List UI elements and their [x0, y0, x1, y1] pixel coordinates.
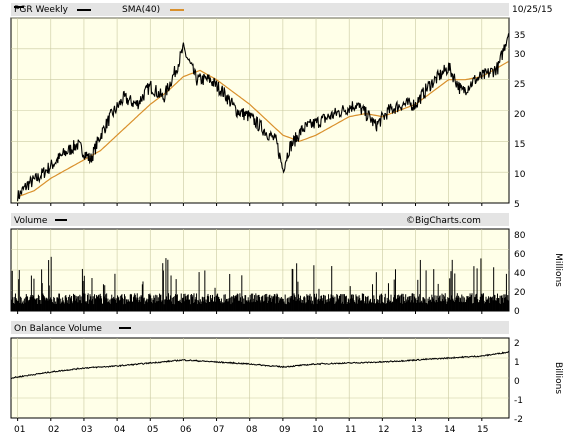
x-tick-label: 11: [345, 425, 356, 435]
sma-legend-line: [170, 9, 184, 11]
x-tick-label: 06: [180, 425, 192, 435]
volume-y-axis: 80 60 40 20 0: [514, 231, 526, 317]
obv-legend-line: [119, 327, 131, 329]
volume-tick-label: 40: [514, 269, 526, 279]
watermark: ©BigCharts.com: [406, 216, 481, 226]
x-tick-label: 04: [114, 425, 126, 435]
obv-tick-label: 0: [514, 377, 520, 387]
price-tick-label: 35: [514, 31, 525, 41]
obv-grid: [11, 338, 509, 421]
sma-line: [17, 61, 509, 198]
volume-tick-label: 20: [514, 288, 526, 298]
price-series-label: PGR Weekly: [14, 5, 69, 15]
price-legend-swatch: [14, 6, 24, 8]
obv-tick-label: 1: [514, 358, 520, 368]
chart-date: 10/25/15: [512, 5, 552, 15]
volume-label: Volume: [14, 216, 48, 226]
price-line: [17, 33, 510, 202]
price-panel-header: [11, 3, 509, 16]
obv-y-axis: 2 1 0 -1 -2: [514, 339, 523, 425]
price-tick-label: 30: [514, 50, 526, 60]
x-tick-label: 05: [147, 425, 158, 435]
x-tick-label: 10: [312, 425, 324, 435]
price-tick-label: 25: [514, 80, 525, 90]
obv-unit-label: Billions: [553, 362, 563, 394]
x-tick-label: 07: [213, 425, 224, 435]
price-y-axis: 35 30 25 20 15 10 5: [514, 31, 526, 210]
x-tick-label: 01: [14, 425, 25, 435]
price-tick-label: 20: [514, 110, 526, 120]
x-axis: 01 02 03 04 05 06 07 08 09 10 11 12 13 1…: [14, 425, 488, 435]
price-tick-label: 10: [514, 170, 526, 180]
volume-tick-label: 60: [514, 250, 526, 260]
price-lines: [17, 33, 510, 202]
price-tick-label: 15: [514, 140, 525, 150]
x-tick-label: 03: [81, 425, 92, 435]
price-grid: [11, 17, 509, 206]
sma-label: SMA(40): [122, 5, 160, 15]
obv-tick-label: -1: [514, 396, 523, 406]
x-tick-label: 14: [444, 425, 456, 435]
x-tick-label: 12: [378, 425, 389, 435]
volume-panel-header: [11, 213, 509, 226]
price-legend-line: [77, 9, 91, 11]
obv-tick-label: 2: [514, 339, 520, 349]
volume-tick-label: 80: [514, 231, 526, 241]
obv-line: [10, 351, 510, 380]
volume-unit-label: Millions: [553, 253, 563, 287]
obv-tick-label: -2: [514, 415, 523, 425]
x-tick-label: 15: [477, 425, 488, 435]
volume-legend-line: [55, 219, 67, 221]
x-tick-label: 02: [48, 425, 59, 435]
x-tick-label: 09: [279, 425, 291, 435]
obv-panel-header: [11, 321, 509, 334]
obv-series-line: [10, 351, 510, 380]
x-tick-label: 08: [246, 425, 258, 435]
obv-label: On Balance Volume: [14, 324, 102, 334]
x-tick-label: 13: [411, 425, 422, 435]
volume-bars: [10, 256, 510, 311]
price-tick-label: 5: [514, 200, 520, 210]
volume-tick-label: 0: [514, 307, 520, 317]
